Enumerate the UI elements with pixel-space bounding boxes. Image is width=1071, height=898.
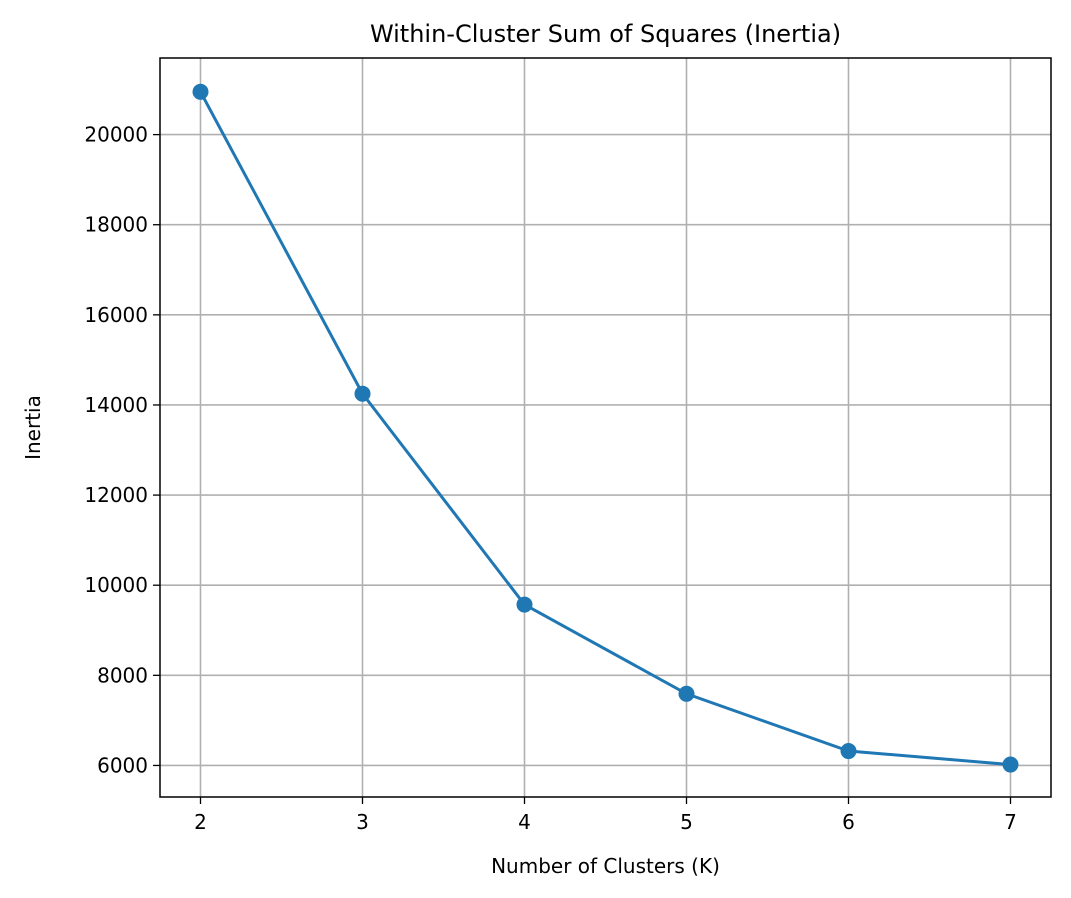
data-point [840,743,857,760]
grid [160,58,1051,797]
x-tick-label: 5 [680,810,693,834]
data-point [192,83,209,100]
y-tick-label: 14000 [84,393,148,417]
y-axis-label: Inertia [21,395,45,460]
x-tick-label: 4 [518,810,531,834]
y-tick-label: 6000 [97,753,148,777]
x-tick-label: 2 [194,810,207,834]
x-tick-label: 7 [1004,810,1017,834]
series-line [199,91,1011,767]
y-tick-label: 12000 [84,483,148,507]
y-tick-label: 20000 [84,123,148,147]
y-tick-label: 10000 [84,573,148,597]
tick-layer: 2 3 4 5 6 7 6000 8000 10000 12000 14000 16000 18000 2… [84,123,1016,834]
series-layer [192,83,1019,773]
data-point [516,596,533,613]
data-point [354,385,371,402]
chart-title: Within-Cluster Sum of Squares (Inertia) [370,20,841,48]
y-tick-label: 8000 [97,663,148,687]
x-tick-label: 3 [356,810,369,834]
x-tick-label: 6 [842,810,855,834]
data-point [678,685,695,702]
y-tick-label: 16000 [84,303,148,327]
y-tick-label: 18000 [84,213,148,237]
x-axis-label: Number of Clusters (K) [491,854,720,878]
plot-frame [159,57,1052,798]
data-point [1002,756,1019,773]
